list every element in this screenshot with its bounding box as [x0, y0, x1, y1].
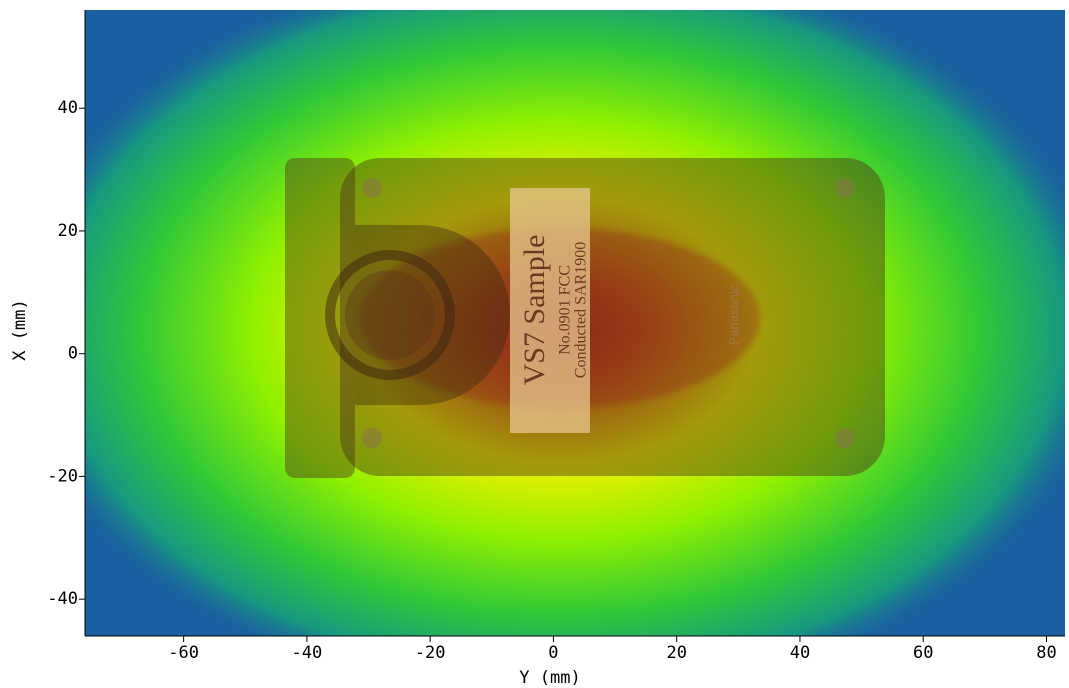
annotation: Conducted SAR1900 — [573, 242, 590, 378]
y-tick-label: 40 — [58, 98, 78, 118]
x-tick-label: -20 — [415, 643, 446, 663]
x-tick-label: 0 — [548, 643, 558, 663]
y-axis-label: X (mm) — [10, 299, 30, 360]
x-tick-label: 20 — [666, 643, 686, 663]
x-tick-label: -40 — [292, 643, 323, 663]
x-tick-label: 80 — [1036, 643, 1056, 663]
x-tick-label: 60 — [913, 643, 933, 663]
annotation: Panasonic — [726, 284, 741, 345]
y-tick-label: 20 — [58, 221, 78, 241]
x-axis-label: Y (mm) — [519, 668, 580, 688]
y-tick-label: -20 — [47, 466, 78, 486]
y-tick-label: -40 — [47, 589, 78, 609]
x-tick-label: -60 — [168, 643, 199, 663]
y-tick-label: 0 — [68, 344, 78, 364]
annotation: No.0901 FCC — [557, 265, 574, 355]
x-tick-label: 40 — [790, 643, 810, 663]
annotation: VS7 Sample — [518, 235, 551, 386]
device-photo — [285, 158, 885, 478]
